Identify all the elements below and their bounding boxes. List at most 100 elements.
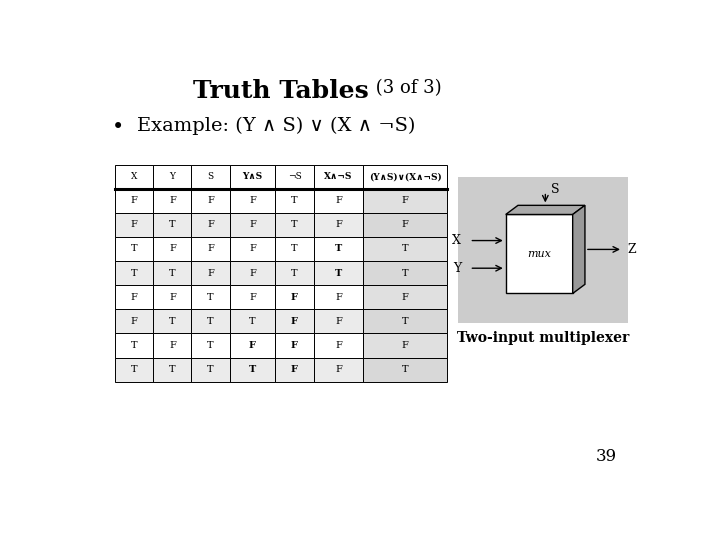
Text: F: F: [335, 196, 342, 205]
Text: F: F: [335, 365, 342, 374]
Text: F: F: [335, 220, 342, 230]
Text: F: F: [249, 268, 256, 278]
Bar: [363, 237, 447, 261]
Bar: [230, 188, 275, 213]
Text: X: X: [131, 172, 138, 181]
Text: T: T: [207, 293, 214, 302]
Text: F: F: [249, 245, 256, 253]
Text: F: F: [249, 196, 256, 205]
Text: T: T: [169, 317, 176, 326]
Text: F: F: [207, 220, 214, 230]
Text: F: F: [249, 293, 256, 302]
Bar: [230, 165, 275, 188]
Text: F: F: [291, 293, 298, 302]
Text: Y: Y: [453, 262, 461, 275]
Text: T: T: [402, 268, 408, 278]
Text: F: F: [169, 245, 176, 253]
Text: F: F: [207, 268, 214, 278]
Bar: [459, 177, 629, 322]
Text: F: F: [169, 196, 176, 205]
Text: S: S: [207, 172, 214, 181]
Bar: [275, 237, 313, 261]
Bar: [115, 165, 153, 188]
Bar: [275, 188, 313, 213]
Bar: [153, 357, 192, 382]
Bar: [363, 333, 447, 357]
Text: (Y∧S)∨(X∧¬S): (Y∧S)∨(X∧¬S): [369, 172, 441, 181]
Bar: [313, 261, 363, 285]
Bar: [230, 333, 275, 357]
Bar: [275, 261, 313, 285]
Bar: [192, 165, 230, 188]
Text: F: F: [169, 293, 176, 302]
Bar: [275, 213, 313, 237]
Text: Two-input multiplexer: Two-input multiplexer: [457, 331, 629, 345]
Text: F: F: [291, 341, 298, 350]
Text: T: T: [335, 268, 342, 278]
Bar: [275, 165, 313, 188]
Bar: [153, 165, 192, 188]
Text: Example: (Y ∧ S) ∨ (X ∧ ¬S): Example: (Y ∧ S) ∨ (X ∧ ¬S): [138, 117, 416, 135]
Text: mux: mux: [527, 249, 551, 259]
Text: T: T: [402, 365, 408, 374]
Bar: [230, 309, 275, 333]
Text: T: T: [402, 317, 408, 326]
Bar: [363, 188, 447, 213]
Bar: [115, 285, 153, 309]
Bar: [230, 237, 275, 261]
Bar: [192, 213, 230, 237]
Bar: [115, 213, 153, 237]
Bar: [230, 357, 275, 382]
Text: F: F: [131, 196, 138, 205]
Text: F: F: [249, 341, 256, 350]
Bar: [230, 213, 275, 237]
Bar: [115, 357, 153, 382]
Text: F: F: [402, 341, 408, 350]
Bar: [313, 333, 363, 357]
Bar: [115, 309, 153, 333]
Bar: [192, 261, 230, 285]
Text: F: F: [131, 220, 138, 230]
Text: T: T: [131, 268, 138, 278]
Text: ¬S: ¬S: [287, 172, 302, 181]
Text: T: T: [402, 245, 408, 253]
Text: Z: Z: [627, 243, 636, 256]
Bar: [505, 214, 572, 294]
Text: F: F: [291, 365, 298, 374]
Text: •: •: [112, 117, 125, 137]
Bar: [115, 188, 153, 213]
Text: F: F: [131, 293, 138, 302]
Bar: [115, 261, 153, 285]
Bar: [153, 285, 192, 309]
Bar: [275, 285, 313, 309]
Text: T: T: [131, 341, 138, 350]
Text: T: T: [291, 196, 298, 205]
Text: F: F: [207, 245, 214, 253]
Text: F: F: [402, 220, 408, 230]
Text: T: T: [291, 220, 298, 230]
Bar: [115, 333, 153, 357]
Bar: [192, 309, 230, 333]
Text: F: F: [291, 317, 298, 326]
Bar: [275, 357, 313, 382]
Text: T: T: [249, 317, 256, 326]
Bar: [192, 333, 230, 357]
Text: Truth Tables: Truth Tables: [193, 79, 369, 103]
Bar: [363, 309, 447, 333]
Text: T: T: [169, 268, 176, 278]
Text: F: F: [131, 317, 138, 326]
Text: T: T: [207, 317, 214, 326]
Text: F: F: [335, 341, 342, 350]
Text: Y: Y: [169, 172, 176, 181]
Bar: [115, 237, 153, 261]
Bar: [153, 261, 192, 285]
Bar: [192, 285, 230, 309]
Text: F: F: [402, 196, 408, 205]
Text: T: T: [169, 365, 176, 374]
Bar: [275, 333, 313, 357]
Polygon shape: [572, 205, 585, 294]
Bar: [230, 285, 275, 309]
Bar: [313, 165, 363, 188]
Bar: [313, 188, 363, 213]
Text: (3 of 3): (3 of 3): [370, 79, 442, 97]
